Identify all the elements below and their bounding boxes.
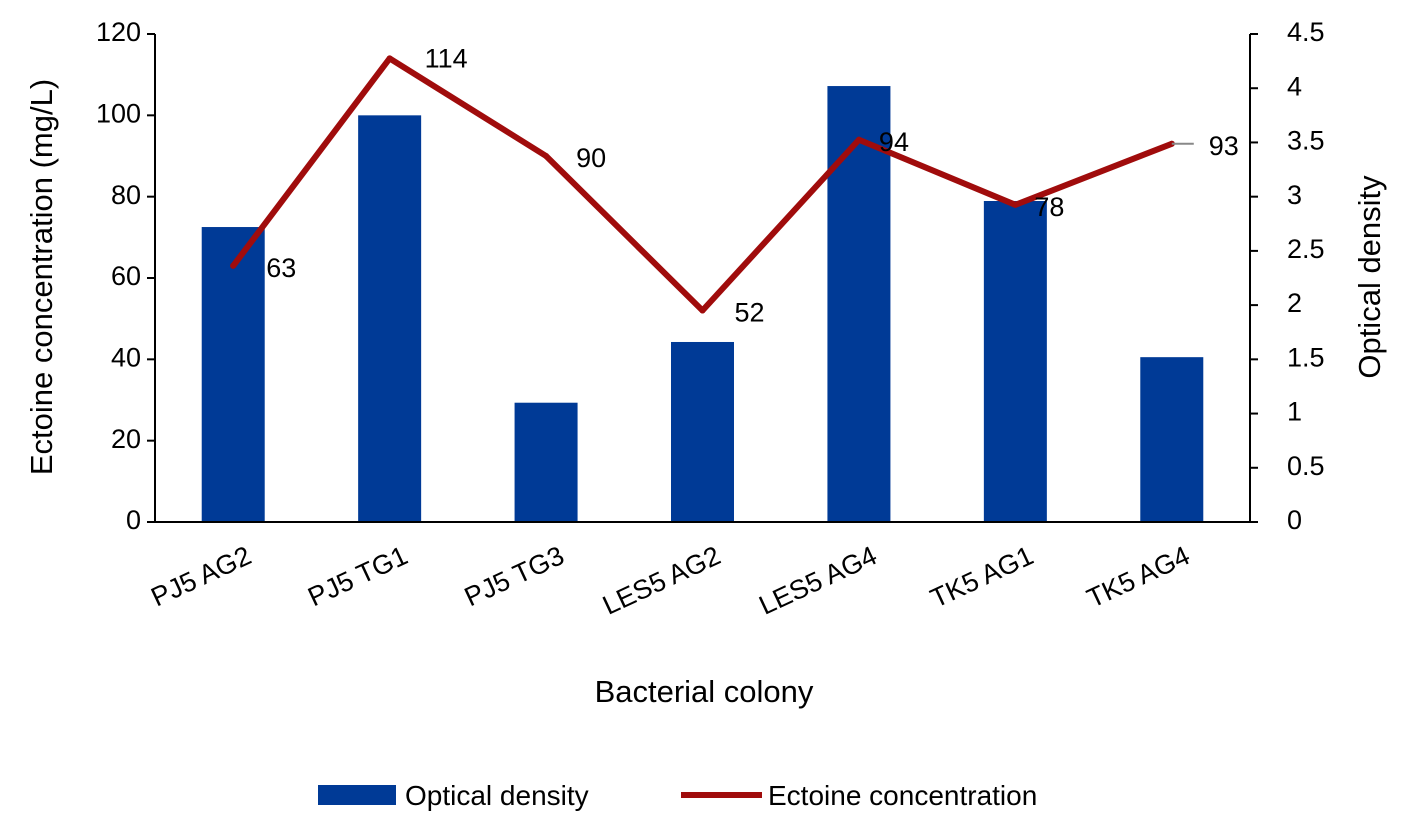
bars-layer [201, 86, 1204, 522]
x-tick-label: TK5 AG1 [926, 540, 1038, 613]
data-label-ectoine: 114 [425, 44, 468, 74]
data-label-ectoine: 93 [1209, 131, 1239, 161]
y-left-tick-label: 100 [96, 98, 141, 128]
y-right-tick-label: 0 [1287, 505, 1302, 535]
bar-optical-density [201, 227, 265, 522]
point-ectoine-concentration [543, 153, 550, 159]
y-left-tick-label: 20 [111, 424, 141, 454]
legend-label-optical-density: Optical density [405, 780, 589, 811]
y-right-tick-label: 0.5 [1287, 451, 1325, 481]
x-tick-label: LES5 AG4 [755, 540, 882, 620]
point-ectoine-concentration [855, 136, 862, 143]
y-left-tick-label: 0 [126, 505, 141, 535]
point-ectoine-concentration [230, 262, 237, 269]
data-label-ectoine: 94 [879, 127, 909, 157]
x-tick-label: PJ5 TG3 [460, 540, 569, 612]
y-left-tick-label: 60 [111, 261, 141, 291]
y-right-tick-label: 4 [1287, 71, 1302, 101]
legend: Optical density Ectoine concentration [318, 780, 1037, 811]
point-ectoine-concentration [699, 307, 706, 314]
data-label-ectoine: 63 [266, 253, 296, 283]
axes-layer: 0 20 40 60 80 100 120 0 0.5 1 1.5 2 2.5 3 3.5 4 4.5 PJ5 A… [96, 17, 1325, 621]
x-tick-label: LES5 AG2 [598, 540, 725, 620]
y-axis-left-title: Ectoine concentration (mg/L) [24, 79, 59, 475]
point-ectoine-concentration [386, 55, 393, 62]
y-right-tick-label: 2.5 [1287, 234, 1325, 264]
legend-label-ectoine: Ectoine concentration [768, 780, 1037, 811]
point-ectoine-concentration [1012, 201, 1019, 208]
y-left-tick-label: 80 [111, 180, 141, 210]
y-left-tick-label: 120 [96, 17, 141, 47]
y-axis-right-title: Optical density [1352, 175, 1387, 379]
bar-optical-density [358, 115, 422, 522]
labels-layer: 63 114 90 52 94 78 93 [266, 44, 1239, 328]
x-tick-label: PJ5 AG2 [146, 540, 255, 612]
y-right-tick-label: 3.5 [1287, 126, 1325, 156]
y-right-tick-label: 1 [1287, 397, 1302, 427]
x-tick-label: TK5 AG4 [1082, 540, 1194, 613]
bar-optical-density [983, 201, 1047, 522]
y-right-tick-label: 1.5 [1287, 342, 1325, 372]
legend-swatch-optical-density [318, 785, 396, 805]
data-label-ectoine: 52 [735, 298, 765, 328]
data-label-ectoine: 78 [1034, 192, 1064, 222]
y-right-tick-label: 3 [1287, 180, 1302, 210]
bar-optical-density [514, 402, 578, 522]
data-label-ectoine: 90 [576, 143, 606, 173]
y-right-tick-label: 4.5 [1287, 17, 1325, 47]
bar-optical-density [671, 341, 734, 522]
y-left-tick-label: 40 [111, 342, 141, 372]
y-right-tick-label: 2 [1287, 288, 1302, 318]
x-axis-title: Bacterial colony [595, 674, 814, 709]
bar-optical-density [1140, 357, 1204, 522]
line-layer [230, 55, 1175, 314]
x-tick-label: PJ5 TG1 [303, 540, 412, 612]
